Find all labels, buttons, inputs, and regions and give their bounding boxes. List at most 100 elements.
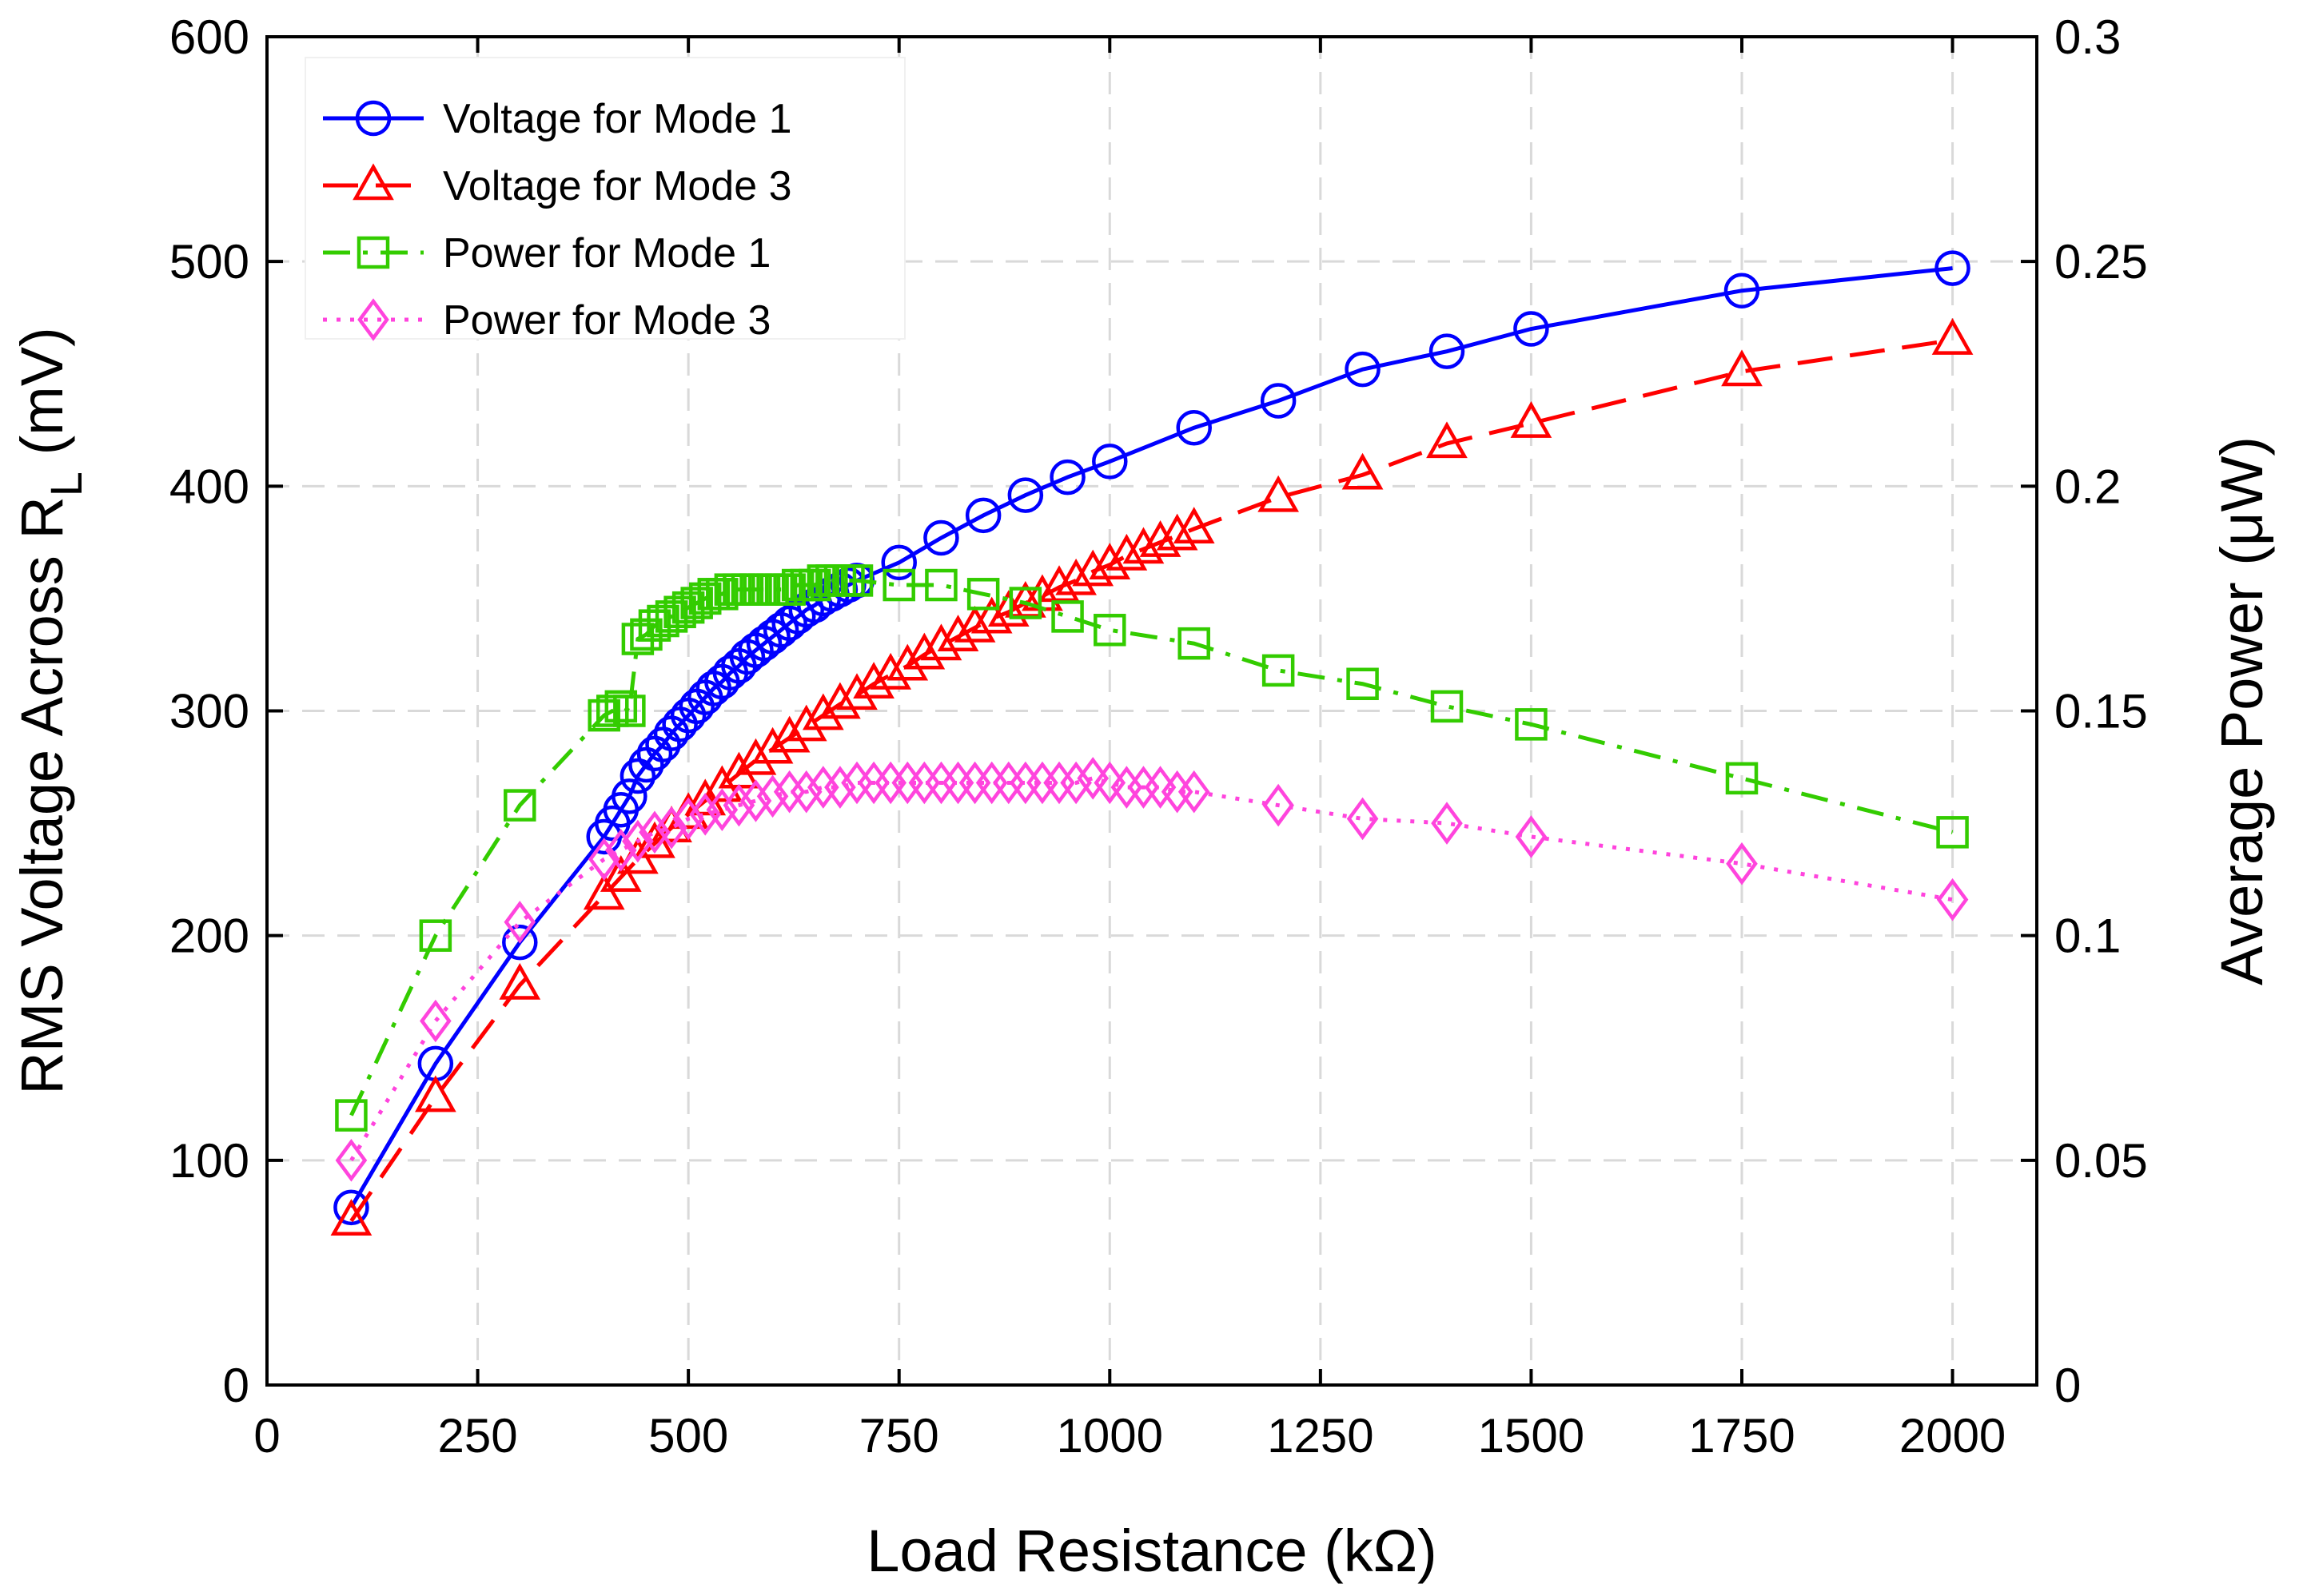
data-point bbox=[1106, 533, 1148, 571]
data-point bbox=[335, 1139, 368, 1182]
data-point bbox=[600, 854, 642, 892]
y-axis-left-title-suffix: (mV) bbox=[9, 327, 75, 472]
data-point bbox=[819, 682, 861, 719]
y-left-tick-label: 400 bbox=[169, 460, 249, 513]
data-point bbox=[1515, 815, 1548, 858]
data-point bbox=[1007, 477, 1044, 513]
data-point bbox=[1094, 614, 1126, 647]
data-point bbox=[756, 774, 789, 818]
y-right-tick-label: 0.25 bbox=[2054, 235, 2148, 289]
data-point bbox=[672, 797, 704, 841]
data-point bbox=[1060, 761, 1092, 805]
x-tick-label: 1750 bbox=[1688, 1409, 1795, 1463]
data-point bbox=[1257, 475, 1299, 512]
legend-label: Power for Mode 1 bbox=[443, 230, 771, 277]
x-tick-label: 750 bbox=[859, 1409, 939, 1463]
y-left-tick-label: 500 bbox=[169, 235, 249, 289]
series-3 bbox=[335, 564, 1969, 1132]
y-left-tick-label: 600 bbox=[169, 10, 249, 64]
data-point bbox=[870, 652, 912, 690]
data-point bbox=[785, 704, 827, 742]
series-1 bbox=[333, 250, 1970, 1226]
data-point bbox=[1513, 311, 1549, 347]
data-point bbox=[706, 788, 739, 831]
data-point bbox=[802, 693, 844, 730]
y-right-tick-label: 0.15 bbox=[2054, 685, 2148, 738]
data-point bbox=[1072, 549, 1114, 587]
x-tick-label: 1000 bbox=[1057, 1409, 1163, 1463]
data-point bbox=[612, 778, 647, 814]
data-point bbox=[966, 578, 1000, 611]
data-point bbox=[751, 726, 794, 764]
x-tick-label: 250 bbox=[438, 1409, 518, 1463]
data-point bbox=[840, 564, 874, 597]
data-point bbox=[1430, 690, 1464, 723]
data-point bbox=[502, 924, 538, 961]
data-point bbox=[723, 783, 755, 827]
y-left-tick-label: 100 bbox=[169, 1134, 249, 1188]
data-point bbox=[923, 519, 959, 556]
data-point bbox=[1726, 842, 1758, 886]
data-point bbox=[588, 838, 620, 881]
data-point bbox=[773, 573, 806, 606]
y-right-tick-label: 0.3 bbox=[2054, 10, 2121, 64]
data-point bbox=[655, 806, 687, 850]
data-point bbox=[735, 738, 777, 775]
data-point bbox=[1426, 421, 1468, 459]
data-point bbox=[799, 568, 831, 602]
data-point bbox=[1173, 507, 1215, 544]
y-right-tick-label: 0.1 bbox=[2054, 909, 2121, 963]
data-point bbox=[1177, 770, 1210, 814]
data-point bbox=[605, 829, 637, 872]
x-tick-label: 500 bbox=[648, 1409, 728, 1463]
legend-marker bbox=[357, 298, 389, 341]
legend-box bbox=[305, 57, 906, 340]
data-point bbox=[701, 765, 743, 802]
data-point bbox=[881, 544, 917, 581]
data-point bbox=[1510, 401, 1552, 438]
data-point bbox=[330, 1199, 373, 1236]
data-point bbox=[680, 587, 713, 619]
data-point bbox=[333, 1189, 369, 1226]
data-point bbox=[903, 632, 946, 670]
data-point bbox=[1725, 762, 1759, 795]
legend-item: Power for Mode 3 bbox=[323, 297, 771, 344]
data-point bbox=[954, 605, 996, 643]
legend-item: Power for Mode 1 bbox=[323, 230, 771, 277]
data-point bbox=[937, 615, 979, 651]
y-left-tick-label: 200 bbox=[169, 909, 249, 963]
data-point bbox=[1009, 587, 1042, 619]
data-point bbox=[970, 596, 1013, 634]
y-right-tick-label: 0 bbox=[2054, 1359, 2081, 1412]
data-point bbox=[1051, 600, 1084, 633]
data-point bbox=[1936, 878, 1969, 921]
data-point bbox=[1092, 444, 1128, 480]
data-point bbox=[639, 810, 671, 854]
x-tick-label: 1500 bbox=[1478, 1409, 1584, 1463]
data-point bbox=[1721, 349, 1763, 387]
y-axis-right-title: Average Power (μW) bbox=[2209, 436, 2275, 985]
legend-label: Voltage for Mode 1 bbox=[443, 96, 792, 142]
series-4 bbox=[335, 757, 1969, 1182]
data-point bbox=[1122, 527, 1165, 564]
legend-item: Voltage for Mode 3 bbox=[323, 163, 792, 209]
data-point bbox=[1055, 558, 1097, 595]
data-point bbox=[1089, 543, 1131, 579]
y-right-tick-label: 0.2 bbox=[2054, 460, 2121, 513]
data-point bbox=[1156, 513, 1198, 551]
x-tick-label: 2000 bbox=[1899, 1409, 2006, 1463]
data-point bbox=[583, 873, 625, 910]
data-point bbox=[1139, 520, 1181, 557]
legend-marker bbox=[353, 163, 394, 201]
data-point bbox=[853, 662, 894, 699]
data-point bbox=[706, 578, 739, 611]
data-point bbox=[504, 901, 536, 944]
data-point bbox=[622, 819, 654, 863]
data-point bbox=[1346, 667, 1379, 701]
data-point bbox=[1934, 250, 1970, 286]
data-point bbox=[688, 582, 722, 615]
x-axis-title: Load Resistance (kΩ) bbox=[867, 1518, 1436, 1584]
legend-item: Voltage for Mode 1 bbox=[323, 96, 792, 142]
data-point bbox=[768, 715, 811, 753]
data-point bbox=[613, 695, 646, 727]
